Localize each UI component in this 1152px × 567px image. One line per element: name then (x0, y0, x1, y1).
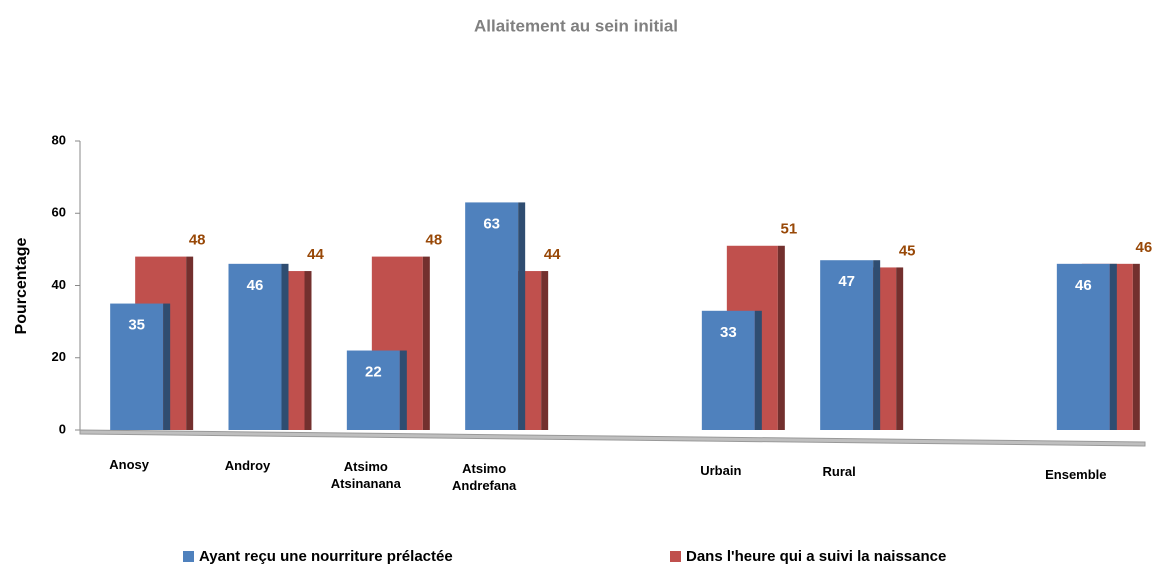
bar (701, 310, 755, 430)
bar-side (754, 310, 762, 430)
bar-side (186, 256, 194, 430)
bar-side (1132, 263, 1140, 430)
bar-side (281, 263, 289, 430)
x-tick-label: Rural (822, 464, 856, 480)
bar (228, 263, 282, 430)
value-label: 22 (365, 363, 382, 380)
value-label: 48 (425, 232, 442, 249)
bar (820, 260, 874, 430)
floor (79, 429, 1146, 447)
bar-side (777, 245, 785, 430)
y-axis-title: Pourcentage (13, 237, 30, 334)
bar-side (896, 267, 904, 430)
value-label: 45 (899, 242, 916, 259)
value-label: 46 (1075, 277, 1092, 294)
value-label: 44 (544, 246, 561, 263)
x-tick-label: Atsimo Atsinanana (330, 459, 401, 492)
value-label: 35 (128, 317, 145, 334)
bar-side (518, 202, 526, 430)
x-tick-label: Androy (224, 458, 271, 474)
bar (346, 350, 400, 430)
value-label: 63 (483, 215, 500, 232)
y-tick-label: 80 (52, 132, 66, 147)
value-label: 51 (780, 221, 797, 238)
legend-swatch (183, 551, 194, 562)
value-label: 46 (1135, 239, 1152, 256)
x-tick-label: Urbain (700, 463, 742, 478)
value-label: 44 (307, 246, 324, 263)
x-tick-label: Anosy (109, 457, 150, 472)
bar-side (873, 260, 881, 430)
value-label: 47 (838, 273, 855, 290)
bar-side (422, 256, 430, 430)
y-tick-label: 40 (52, 277, 66, 292)
legend-label: Dans l'heure qui a suivi la naissance (686, 548, 946, 565)
bar-side (304, 271, 312, 430)
bar-side (1109, 263, 1117, 430)
y-tick-label: 0 (59, 421, 66, 436)
legend-swatch (670, 551, 681, 562)
x-tick-label: Atsimo Andrefana (452, 460, 517, 493)
bar-side (541, 271, 549, 430)
y-tick-label: 60 (52, 205, 66, 220)
x-tick-label: Ensemble (1045, 466, 1107, 482)
bar (1056, 263, 1110, 430)
value-label: 46 (247, 277, 264, 294)
bar (465, 202, 519, 430)
chart-title: Allaitement au sein initial (474, 16, 678, 35)
bar (110, 303, 164, 430)
legend-label: Ayant reçu une nourriture prélactée (199, 548, 453, 565)
y-tick-label: 20 (52, 349, 66, 364)
value-label: 33 (720, 324, 737, 341)
bar-side (163, 303, 171, 430)
value-label: 48 (189, 232, 206, 249)
bar-side (399, 350, 407, 430)
